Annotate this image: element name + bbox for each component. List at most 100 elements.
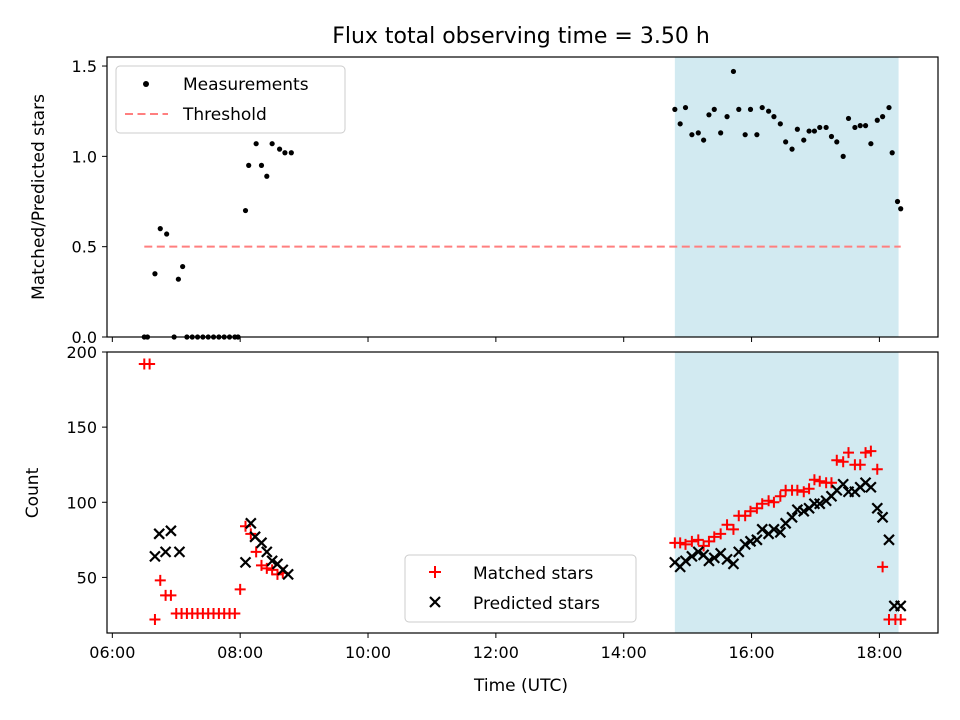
measurement-point — [672, 106, 678, 112]
measurement-point — [695, 130, 701, 136]
matched-star-point — [865, 445, 877, 457]
measurement-point — [828, 133, 835, 140]
top-y-tick-label: 1.5 — [72, 57, 97, 76]
bottom-y-tick-label: 50 — [77, 568, 97, 587]
matched-star-point — [808, 474, 820, 486]
measurement-point — [175, 276, 181, 282]
measurement-point — [288, 150, 294, 156]
measurement-point — [736, 106, 742, 112]
predicted-star-point — [173, 546, 186, 558]
matched-star-point — [715, 528, 727, 540]
top-y-ticks: 0.0 0.5 1.0 1.5 — [72, 57, 107, 347]
matched-star-point — [871, 463, 883, 475]
matched-star-point — [744, 505, 756, 517]
measurement-point — [852, 124, 858, 131]
matched-star-point — [165, 589, 177, 601]
matched-star-point — [843, 447, 855, 459]
bottom-x-tick-label: 16:00 — [729, 643, 775, 662]
measurement-point — [840, 153, 846, 159]
legend-predicted-marker — [429, 596, 441, 608]
predicted-star-point — [876, 511, 889, 524]
measurement-point — [898, 206, 904, 212]
measurement-point — [886, 104, 892, 111]
predicted-star-point — [865, 481, 877, 494]
predicted-star-point — [692, 546, 705, 558]
measurement-point — [862, 123, 869, 129]
predicted-star-point — [165, 525, 177, 537]
predicted-star-point — [703, 555, 715, 567]
matched-star-point — [756, 498, 768, 510]
predicted-star-point — [159, 546, 172, 558]
matched-star-point — [763, 495, 775, 507]
bottom-highlight-span — [674, 352, 899, 633]
measurement-point — [806, 128, 812, 134]
bottom-x-ticks: 06:00 08:00 10:00 12:00 14:00 16:00 18:00 — [89, 633, 902, 662]
measurement-point — [889, 150, 895, 156]
matched-star-point — [860, 447, 872, 459]
measurement-point — [874, 117, 880, 123]
predicted-star-point — [153, 528, 165, 540]
legend-matched-label: Matched stars — [473, 564, 593, 584]
top-y-tick-label: 1.0 — [72, 147, 97, 166]
measurement-point — [794, 126, 800, 132]
top-y-tick-label: 0.5 — [72, 238, 97, 257]
measurement-point — [880, 114, 886, 120]
measurement-point — [783, 139, 789, 145]
matched-star-point — [814, 475, 826, 487]
measurement-point — [706, 112, 712, 118]
measurement-point — [742, 132, 748, 138]
measurement-point — [711, 106, 717, 112]
predicted-star-point — [239, 556, 252, 569]
measurement-point — [682, 104, 689, 111]
predicted-star-point — [261, 546, 273, 558]
measurement-point — [242, 207, 249, 214]
bottom-x-tick-label: 06:00 — [89, 643, 135, 662]
matched-star-point — [692, 534, 704, 546]
matched-star-point — [768, 496, 780, 508]
predicted-star-point — [774, 526, 787, 539]
bottom-y-ticks: 50 100 150 200 — [66, 343, 107, 587]
measurement-point — [264, 173, 270, 179]
matched-star-point — [674, 537, 686, 549]
matched-star-point — [686, 535, 698, 547]
measurement-points — [141, 68, 904, 340]
measurement-point — [157, 226, 163, 232]
predicted-star-point — [813, 497, 826, 510]
predicted-star-point — [245, 517, 257, 530]
matched-star-point — [837, 456, 849, 468]
measurement-point — [801, 137, 807, 143]
bottom-y-tick-label: 150 — [66, 418, 97, 437]
legend-threshold-label: Threshold — [182, 105, 267, 125]
matched-stars-points — [138, 358, 907, 625]
bottom-x-tick-label: 10:00 — [345, 643, 391, 662]
matched-star-point — [154, 574, 166, 586]
measurement-point — [834, 139, 840, 145]
matched-star-point — [791, 484, 803, 496]
bottom-legend: Matched stars Predicted stars — [404, 554, 637, 623]
predicted-stars-points — [149, 476, 907, 612]
matched-star-point — [721, 519, 733, 531]
measurement-point — [180, 263, 186, 270]
measurement-point — [689, 132, 695, 138]
bottom-axes-frame — [106, 351, 939, 634]
measurement-point — [747, 106, 754, 112]
bottom-y-tick-label: 200 — [66, 343, 97, 362]
predicted-star-point — [282, 568, 294, 581]
measurement-point — [894, 198, 901, 205]
bottom-y-tick-label: 100 — [66, 493, 97, 512]
matched-star-point — [708, 531, 720, 543]
measurement-point — [777, 121, 783, 127]
measurement-point — [789, 146, 795, 152]
legend-matched-marker — [429, 566, 441, 578]
predicted-star-point — [708, 552, 721, 564]
bottom-axes: 50 100 150 200 06:00 08:00 10:00 12:00 14:00 16:… — [23, 343, 939, 696]
top-y-axis-label: Matched/Predicted stars — [29, 94, 49, 300]
measurement-point — [817, 124, 823, 131]
matched-star-point — [854, 459, 866, 471]
matched-star-point — [831, 454, 843, 466]
predicted-star-point — [721, 553, 733, 566]
measurement-point — [811, 128, 818, 134]
predicted-star-point — [756, 523, 768, 536]
measurement-point — [152, 271, 158, 277]
measurement-point — [246, 162, 252, 168]
